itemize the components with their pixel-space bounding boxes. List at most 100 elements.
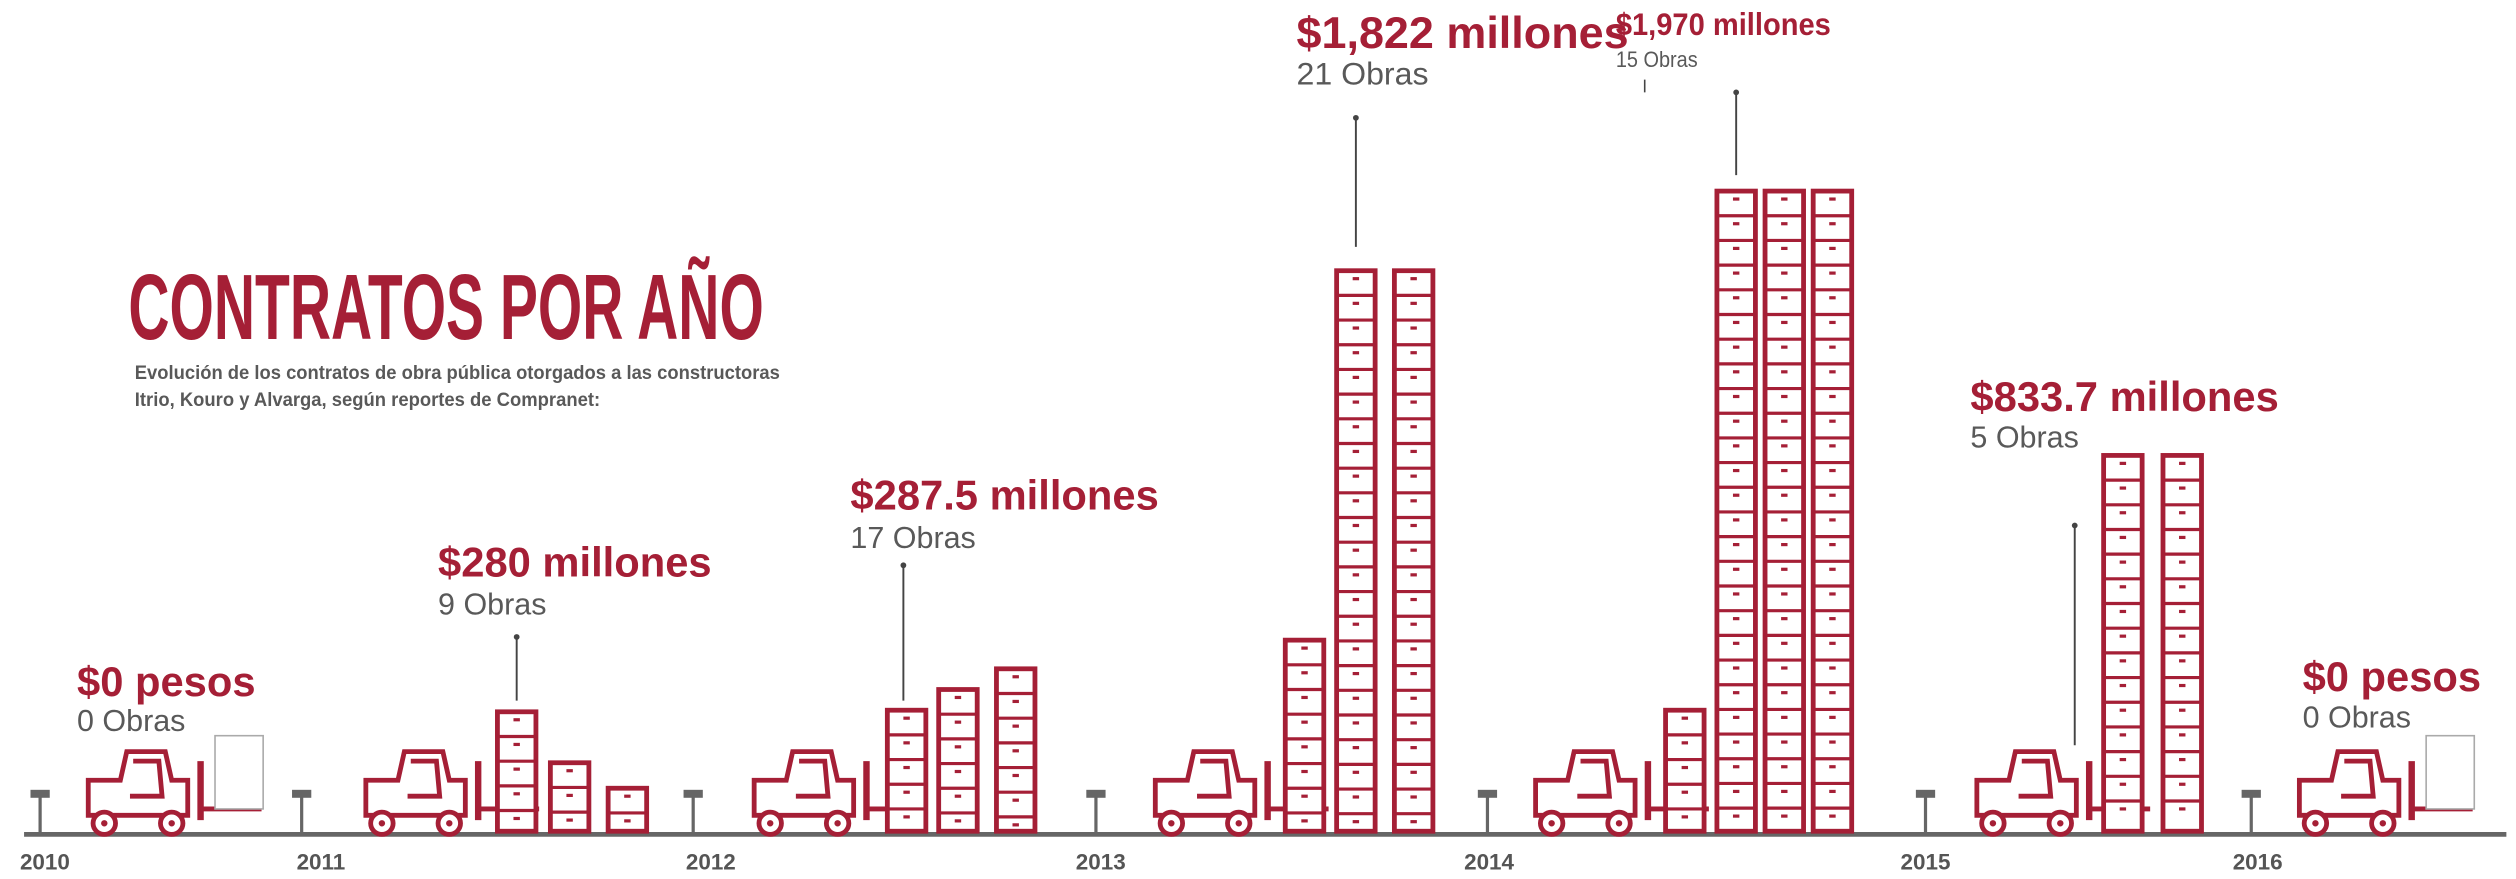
stack-handle: [1829, 493, 1836, 497]
stack-handle: [513, 767, 520, 771]
stack-handle: [1410, 400, 1417, 404]
stack-handle: [2119, 659, 2127, 663]
stack-handle: [1352, 375, 1360, 379]
stack-handle: [1732, 641, 1740, 645]
amount: $1,822 millones: [1297, 8, 1629, 58]
post-head: [292, 789, 312, 798]
hub: [446, 820, 453, 827]
stack-handle: [1732, 789, 1740, 794]
hub: [834, 820, 841, 827]
stack-handle: [1410, 597, 1417, 602]
forklift: [1533, 749, 1638, 818]
stack: [2101, 453, 2145, 834]
stack-handle: [1829, 691, 1836, 695]
stack-handle: [1410, 696, 1417, 700]
pointer-dot: [1733, 89, 1740, 96]
stack-handle: [1012, 823, 1019, 827]
stack-handle: [1781, 370, 1788, 374]
stack-handle: [2179, 757, 2186, 762]
stack-handle: [1829, 518, 1836, 522]
stack-handle: [1352, 326, 1360, 330]
stack-handle: [1410, 622, 1417, 626]
stack-handle: [2179, 733, 2186, 737]
pointer-dot: [513, 634, 520, 640]
stack-handle: [1012, 724, 1019, 728]
empty-box: [2425, 734, 2476, 810]
works: 21 Obras: [1297, 56, 1429, 92]
works: 5 Obras: [1970, 422, 2078, 455]
stack-handle: [1681, 741, 1689, 745]
stack-handle: [1781, 222, 1788, 226]
stack-handle: [2179, 659, 2186, 663]
amount: $1,970 millones: [1616, 6, 1831, 42]
stack-handle: [1829, 394, 1836, 399]
stack-handle: [1829, 444, 1836, 448]
stack: [884, 707, 929, 834]
stack-handle: [1732, 715, 1740, 719]
stack-handle: [2119, 486, 2127, 490]
stack-handle: [954, 720, 962, 724]
stack-handle: [2179, 560, 2186, 564]
stack-handle: [1352, 301, 1360, 305]
year-label: 2014: [1464, 850, 1514, 875]
pointer-dot: [1352, 114, 1359, 121]
stack-handle: [1352, 425, 1360, 429]
stack-handle: [1781, 592, 1788, 596]
stack-handle: [1732, 320, 1740, 325]
stack-handle: [1781, 296, 1788, 300]
stack-handle: [1732, 246, 1740, 251]
stack-handle: [513, 742, 520, 747]
stack-handle: [1410, 326, 1417, 330]
stack-handle: [1352, 696, 1360, 700]
hub: [1168, 820, 1175, 827]
stack-handle: [1829, 370, 1836, 374]
stack-handle: [1732, 814, 1740, 818]
stack-handle: [1732, 740, 1740, 744]
post-head: [1086, 789, 1106, 798]
stack: [936, 687, 980, 834]
stack-handle: [1829, 567, 1836, 571]
title: CONTRATOS POR AÑO: [128, 256, 763, 360]
post-head: [683, 789, 703, 798]
stack-handle: [1352, 523, 1360, 528]
stack-handle: [2179, 535, 2186, 540]
year-label: 2012: [686, 850, 736, 875]
stack-handle: [1829, 592, 1836, 596]
stack-handle: [1829, 468, 1836, 473]
stack-handle: [1352, 647, 1360, 651]
stack-handle: [2119, 634, 2127, 638]
stack-handle: [2119, 585, 2127, 589]
amount: $0 pesos: [77, 658, 256, 705]
stack-handle: [2179, 486, 2186, 490]
stack-handle: [1012, 699, 1019, 704]
stack-handle: [1352, 746, 1360, 750]
stack-handle: [2119, 733, 2127, 737]
stack-handle: [1681, 815, 1689, 819]
stack-handle: [1732, 394, 1740, 399]
stack-handle: [1301, 695, 1308, 700]
stack-handle: [1352, 400, 1360, 404]
stack-handle: [1352, 449, 1360, 454]
stack-handle: [1781, 617, 1788, 621]
stack-handle: [1410, 770, 1417, 774]
stack-handle: [1301, 720, 1308, 724]
stack: [495, 709, 539, 834]
amount: $280 millones: [438, 539, 712, 586]
year-label: 2011: [297, 850, 346, 875]
post-head: [1477, 789, 1498, 798]
stack-handle: [1781, 666, 1788, 670]
stack-handle: [1829, 296, 1836, 300]
forklift: [1152, 749, 1258, 818]
hub: [101, 820, 108, 827]
works: 0 Obras: [77, 705, 185, 738]
stack: [605, 785, 650, 834]
stack-handle: [1410, 671, 1417, 676]
stack-handle: [1410, 499, 1417, 503]
works: 15 Obras: [1616, 47, 1698, 72]
stack-handle: [2179, 782, 2186, 786]
stack-handle: [1732, 271, 1740, 275]
forklift: [1974, 749, 2079, 818]
stack-handle: [2179, 683, 2186, 688]
stack-handle: [1410, 449, 1417, 454]
stack-handle: [624, 819, 631, 823]
